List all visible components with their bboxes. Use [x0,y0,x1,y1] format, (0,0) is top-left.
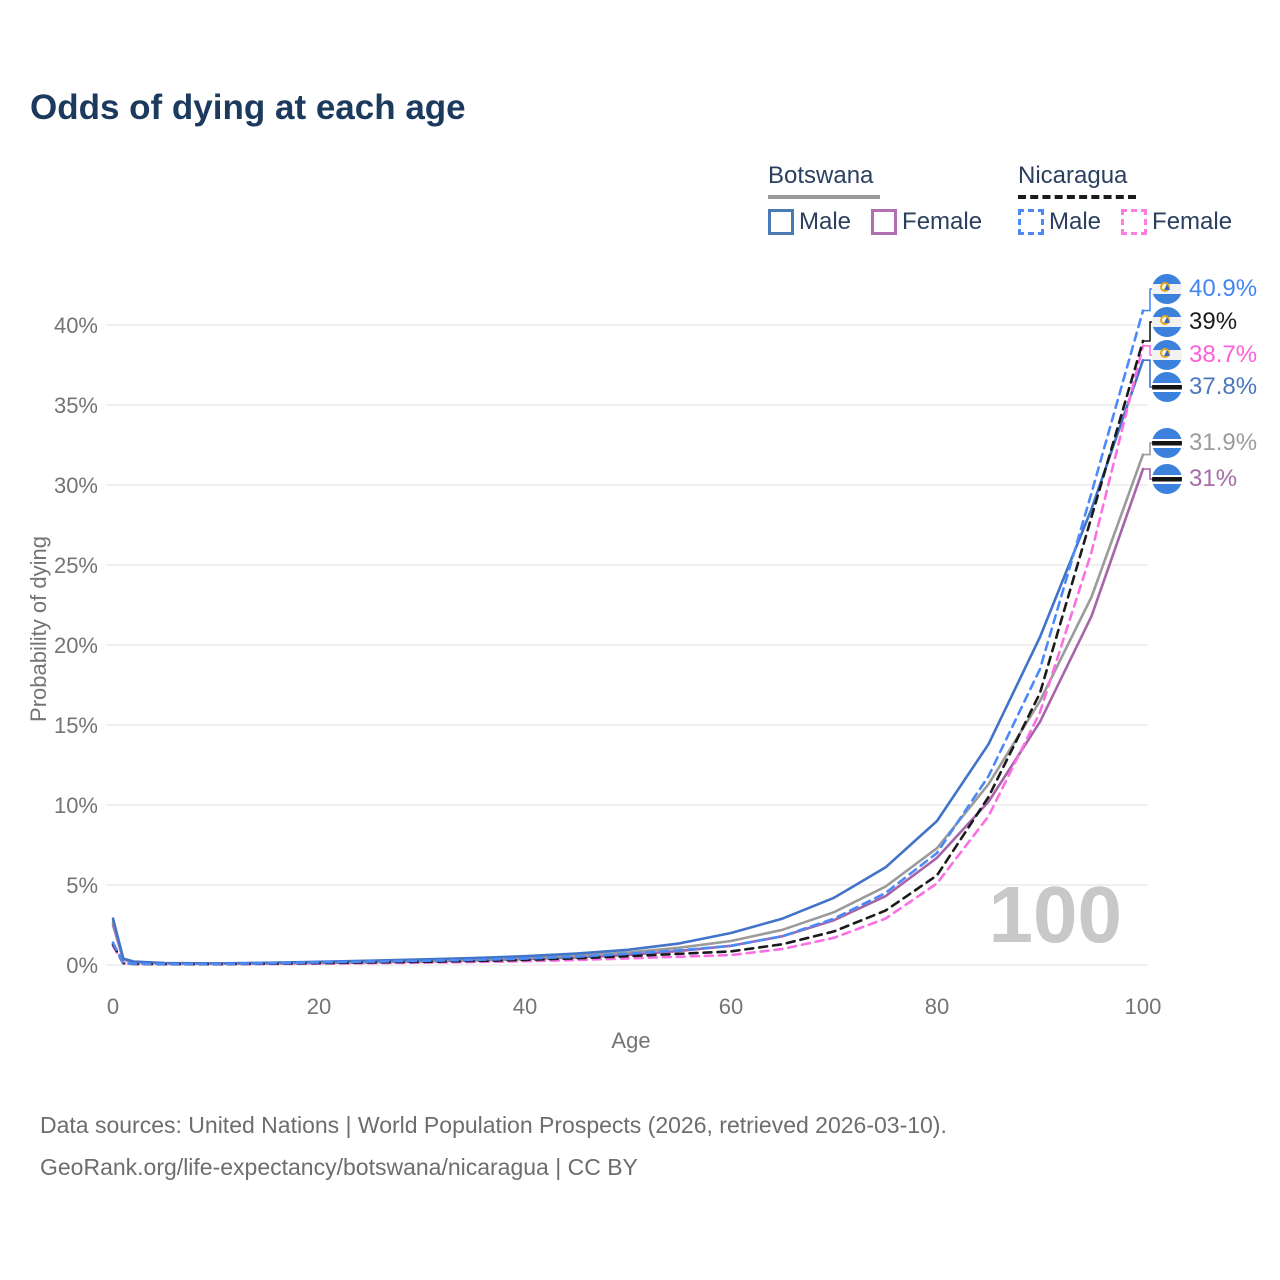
y-tick-label: 15% [54,713,98,738]
legend-swatch-nicaragua-female [1121,209,1148,235]
end-label-nicaragua-male: 40.9% [1152,274,1257,304]
footer: Data sources: United Nations | World Pop… [40,1104,947,1188]
legend-label-nicaragua-female: Female [1152,208,1233,235]
end-label-botswana-both: 31.9% [1152,428,1257,458]
legend-swatch-botswana-line [768,195,880,199]
y-tick-label: 25% [54,553,98,578]
legend-item-nicaragua-female[interactable]: Female [1121,208,1232,236]
y-tick-label: 5% [66,873,98,898]
legend-group-nicaragua: Nicaragua Male Female [1018,162,1232,236]
footer-data-sources: Data sources: United Nations | World Pop… [40,1112,947,1138]
botswana-flag-icon [1152,372,1182,402]
nicaragua-flag-icon [1152,307,1182,337]
x-tick-label: 20 [307,994,331,1019]
nicaragua-flag-icon [1152,340,1182,370]
end-label-value: 38.7% [1189,341,1258,368]
legend-country-botswana: Botswana [768,162,874,189]
y-tick-label: 10% [54,793,98,818]
legend-country-nicaragua: Nicaragua [1018,162,1128,189]
legend-item-botswana-male[interactable]: Male [768,208,851,236]
legend-label-botswana-male: Male [799,208,852,235]
legend-item-nicaragua-male[interactable]: Male [1018,208,1101,236]
end-label-nicaragua-female: 38.7% [1152,340,1257,370]
end-label-nicaragua-both: 39% [1152,307,1237,337]
end-label-value: 31% [1189,465,1238,492]
y-tick-label: 0% [66,953,98,978]
end-label-value: 31.9% [1189,429,1258,456]
watermark-age: 100 [989,870,1122,959]
botswana-flag-icon [1152,464,1182,494]
legend-label-botswana-female: Female [902,208,983,235]
x-tick-label: 0 [107,994,119,1019]
end-label-value: 39% [1189,308,1238,335]
end-label-value: 37.8% [1189,373,1258,400]
end-label-botswana-female: 31% [1152,464,1237,494]
y-tick-label: 35% [54,393,98,418]
y-tick-label: 20% [54,633,98,658]
y-axis-title: Probability of dying [26,536,51,722]
y-tick-label: 40% [54,313,98,338]
page-title: Odds of dying at each age [30,88,466,127]
x-tick-label: 100 [1125,994,1162,1019]
series-line-nicaragua-male[interactable] [111,309,1145,966]
x-tick-label: 40 [513,994,537,1019]
end-label-botswana-male: 37.8% [1152,372,1257,402]
botswana-flag-icon [1152,428,1182,458]
x-tick-label: 80 [925,994,949,1019]
footer-attribution: GeoRank.org/life-expectancy/botswana/nic… [40,1154,638,1180]
x-axis-title: Age [611,1028,650,1053]
legend-label-nicaragua-male: Male [1049,208,1102,235]
legend-swatch-nicaragua-line [1018,195,1136,199]
x-tick-label: 60 [719,994,743,1019]
legend-group-botswana: Botswana Male Female [768,162,982,236]
y-tick-label: 30% [54,473,98,498]
legend-item-botswana-female[interactable]: Female [871,208,982,236]
end-label-value: 40.9% [1189,275,1258,302]
legend-swatch-botswana-male [768,209,794,235]
legend-swatch-nicaragua-male [1018,209,1044,235]
nicaragua-flag-icon [1152,274,1182,304]
legend-swatch-botswana-female [871,209,898,235]
